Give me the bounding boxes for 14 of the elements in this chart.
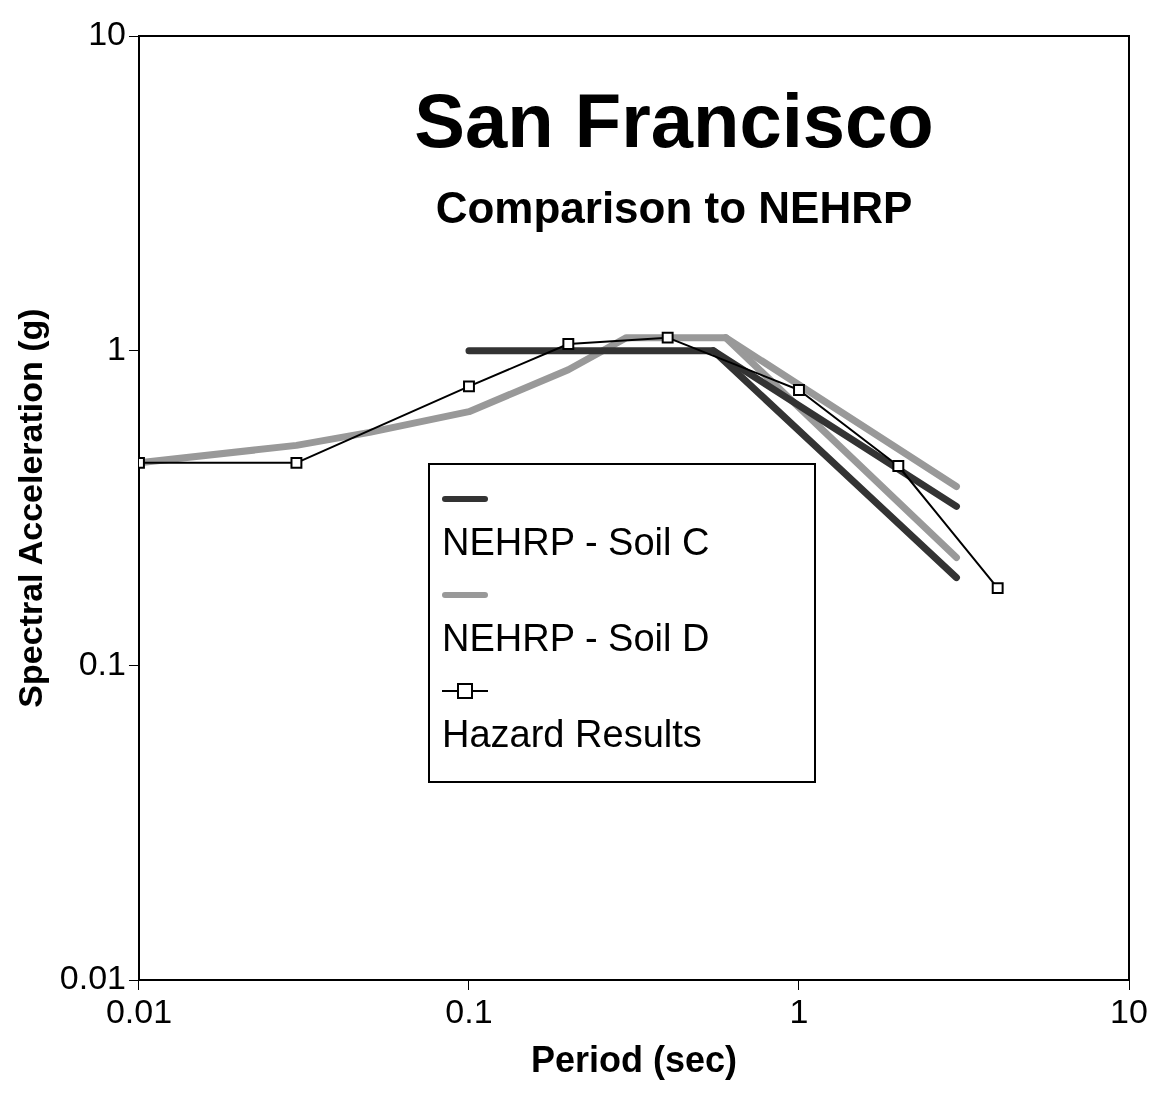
y-tick-label: 0.01 xyxy=(59,958,126,997)
legend-label: Hazard Results xyxy=(442,712,703,757)
y-tick-label: 1 xyxy=(107,329,126,368)
y-tick-label: 0.1 xyxy=(78,643,126,682)
x-tick-label: 10 xyxy=(1110,991,1148,1030)
legend-label: NEHRP - Soil D xyxy=(442,616,711,661)
x-axis-title: Period (sec) xyxy=(530,1039,738,1081)
x-tick-label: 1 xyxy=(789,991,809,1030)
legend-label: NEHRP - Soil C xyxy=(442,520,711,565)
y-tick-label: 10 xyxy=(88,14,126,53)
text: San Francisco xyxy=(414,77,934,163)
y-axis-title: Spectral Acceleration (g) xyxy=(10,308,49,708)
text: Comparison to NEHRP xyxy=(435,183,913,233)
x-tick-label: 0.1 xyxy=(445,991,493,1030)
